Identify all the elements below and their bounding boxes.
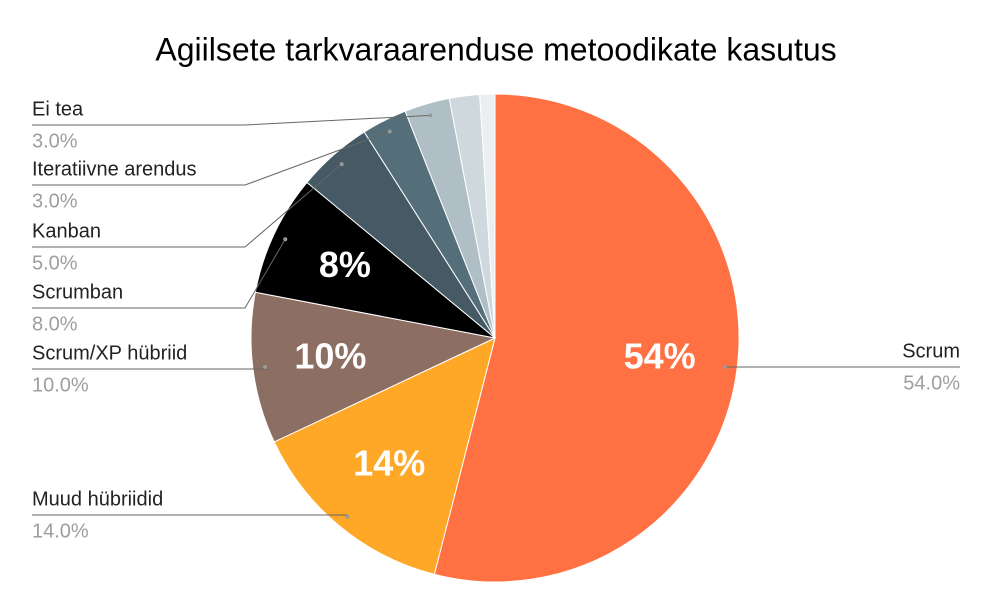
pie-slice (433, 93, 740, 583)
leader-dot (339, 162, 344, 167)
leader-dot (345, 514, 350, 519)
slice-label: 8% (319, 244, 371, 285)
legend-label: Kanban (32, 220, 101, 242)
pie-slice (479, 93, 496, 339)
leader-dot (428, 113, 433, 118)
slice-label: 54% (624, 335, 696, 376)
leader-line (32, 514, 348, 517)
leader-line (32, 114, 431, 126)
leader-dot (722, 365, 727, 370)
legend-value: 10.0% (32, 374, 89, 396)
leader-dot (263, 365, 268, 370)
legend-label: Scrum (902, 340, 960, 362)
leader-dot (283, 237, 288, 242)
legend-value: 54.0% (903, 372, 960, 394)
slice-label: 10% (294, 335, 366, 376)
legend-value: 14.0% (32, 520, 89, 542)
leader-dot (387, 129, 392, 134)
legend-value: 3.0% (32, 130, 78, 152)
legend-label: Scrum/XP hübriid (32, 342, 187, 364)
legend-label: Ei tea (32, 98, 84, 120)
leader-line (32, 163, 343, 248)
legend-label: Iteratiivne arendus (32, 158, 197, 180)
leader-line (32, 367, 266, 370)
leader-line (32, 239, 286, 309)
legend-value: 5.0% (32, 252, 78, 274)
leader-line (32, 130, 390, 186)
legend-value: 8.0% (32, 313, 78, 335)
legend-label: Muud hübriidid (32, 488, 163, 510)
legend-label: Scrumban (32, 281, 123, 303)
slice-label: 14% (353, 442, 425, 483)
chart-title: Agiilsete tarkvaraarenduse metoodikate k… (155, 31, 836, 67)
legend-value: 3.0% (32, 190, 78, 212)
